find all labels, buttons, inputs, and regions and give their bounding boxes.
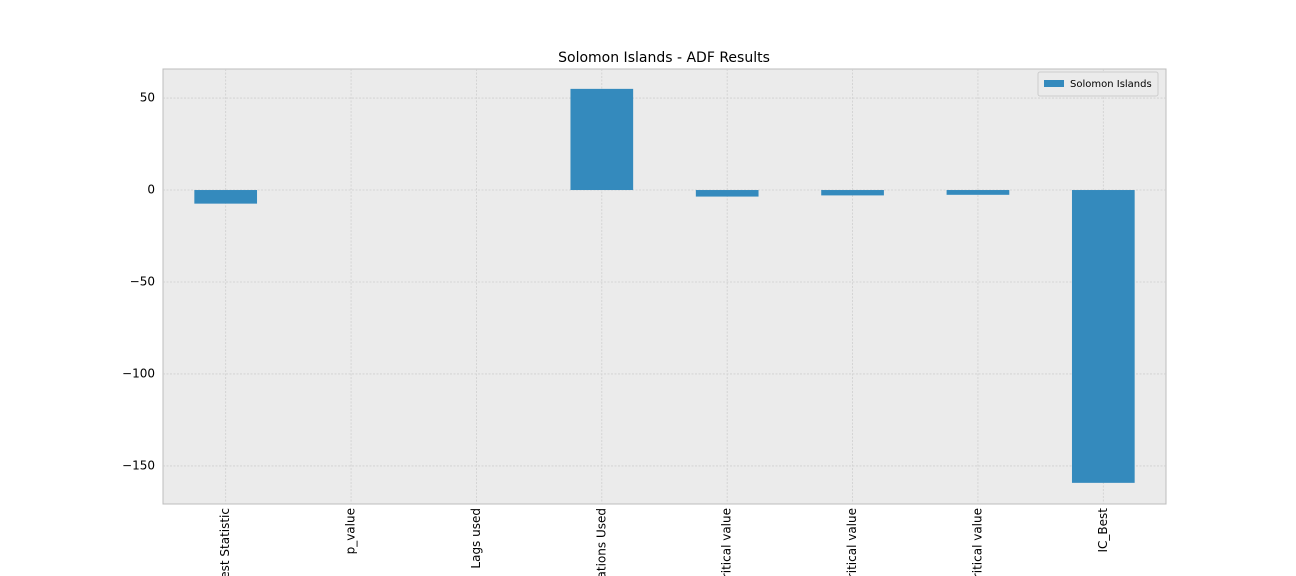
- x-tick-label: ritical value: [720, 508, 734, 576]
- legend-box: [1037, 71, 1159, 97]
- x-tick-label: ations Used: [594, 508, 608, 576]
- x-tick-label: ritical value: [970, 508, 984, 576]
- bar: [1071, 190, 1135, 483]
- y-tick-label: 0: [147, 183, 155, 197]
- x-tick-label: Lags used: [469, 508, 483, 569]
- legend-label: Solomon Islands: [1070, 79, 1152, 90]
- x-tick-label: est Statistic: [218, 508, 232, 576]
- bar: [821, 190, 884, 196]
- x-tick-label: IC_Best: [1096, 508, 1110, 553]
- bar: [695, 190, 759, 197]
- legend-swatch: [1044, 80, 1064, 87]
- plot-area: [162, 68, 1167, 505]
- chart-title: Solomon Islands - ADF Results: [558, 50, 770, 66]
- bar: [570, 88, 634, 191]
- bar: [194, 190, 258, 204]
- x-tick-label: p_value: [344, 508, 358, 554]
- x-tick-label: ritical value: [845, 508, 859, 576]
- y-tick-label: −50: [130, 274, 155, 288]
- y-tick-label: −150: [122, 458, 155, 472]
- bar: [946, 190, 1010, 195]
- y-tick-label: −100: [122, 366, 155, 380]
- y-tick-label: 50: [140, 91, 155, 105]
